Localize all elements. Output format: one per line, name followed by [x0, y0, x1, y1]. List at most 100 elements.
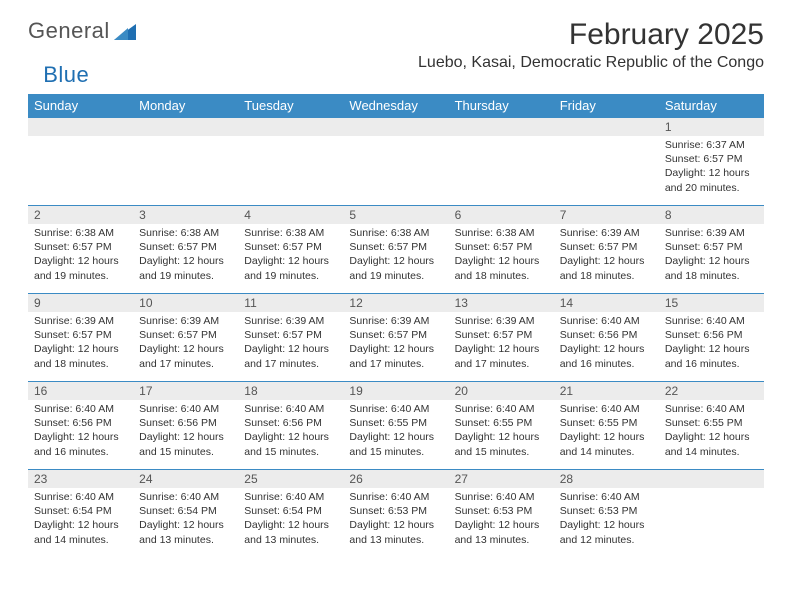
calendar-cell: [133, 118, 238, 206]
day-number: 27: [449, 470, 554, 488]
calendar-cell: 7Sunrise: 6:39 AMSunset: 6:57 PMDaylight…: [554, 206, 659, 294]
calendar-cell: 20Sunrise: 6:40 AMSunset: 6:55 PMDayligh…: [449, 382, 554, 470]
calendar-cell: 22Sunrise: 6:40 AMSunset: 6:55 PMDayligh…: [659, 382, 764, 470]
day-body: Sunrise: 6:40 AMSunset: 6:53 PMDaylight:…: [554, 488, 659, 551]
sunset-text: Sunset: 6:57 PM: [560, 240, 653, 254]
sunrise-text: Sunrise: 6:40 AM: [34, 402, 127, 416]
calendar-cell: 24Sunrise: 6:40 AMSunset: 6:54 PMDayligh…: [133, 470, 238, 558]
daylight-text: Daylight: 12 hours and 20 minutes.: [665, 166, 758, 194]
calendar-cell: 18Sunrise: 6:40 AMSunset: 6:56 PMDayligh…: [238, 382, 343, 470]
day-number: 11: [238, 294, 343, 312]
daylight-text: Daylight: 12 hours and 13 minutes.: [139, 518, 232, 546]
sunrise-text: Sunrise: 6:39 AM: [455, 314, 548, 328]
daylight-text: Daylight: 12 hours and 17 minutes.: [244, 342, 337, 370]
calendar-cell: 19Sunrise: 6:40 AMSunset: 6:55 PMDayligh…: [343, 382, 448, 470]
brand-part2: Blue: [43, 62, 89, 88]
weekday-header: Wednesday: [343, 94, 448, 118]
sunset-text: Sunset: 6:53 PM: [455, 504, 548, 518]
calendar-cell: [238, 118, 343, 206]
sunset-text: Sunset: 6:57 PM: [139, 328, 232, 342]
day-body: Sunrise: 6:40 AMSunset: 6:54 PMDaylight:…: [238, 488, 343, 551]
day-body: Sunrise: 6:40 AMSunset: 6:55 PMDaylight:…: [659, 400, 764, 463]
daylight-text: Daylight: 12 hours and 12 minutes.: [560, 518, 653, 546]
day-number-empty: [343, 118, 448, 136]
day-number: 12: [343, 294, 448, 312]
calendar-cell: 2Sunrise: 6:38 AMSunset: 6:57 PMDaylight…: [28, 206, 133, 294]
daylight-text: Daylight: 12 hours and 19 minutes.: [139, 254, 232, 282]
brand-part1: General: [28, 18, 110, 44]
day-number: 25: [238, 470, 343, 488]
day-number-empty: [449, 118, 554, 136]
calendar-cell: [449, 118, 554, 206]
daylight-text: Daylight: 12 hours and 13 minutes.: [455, 518, 548, 546]
day-body: Sunrise: 6:40 AMSunset: 6:53 PMDaylight:…: [343, 488, 448, 551]
daylight-text: Daylight: 12 hours and 15 minutes.: [455, 430, 548, 458]
daylight-text: Daylight: 12 hours and 14 minutes.: [34, 518, 127, 546]
sunrise-text: Sunrise: 6:39 AM: [665, 226, 758, 240]
sunset-text: Sunset: 6:57 PM: [34, 240, 127, 254]
sunrise-text: Sunrise: 6:40 AM: [665, 402, 758, 416]
day-number: 10: [133, 294, 238, 312]
weekday-header: Tuesday: [238, 94, 343, 118]
sunrise-text: Sunrise: 6:39 AM: [349, 314, 442, 328]
sunrise-text: Sunrise: 6:38 AM: [349, 226, 442, 240]
calendar-cell: 15Sunrise: 6:40 AMSunset: 6:56 PMDayligh…: [659, 294, 764, 382]
sunrise-text: Sunrise: 6:37 AM: [665, 138, 758, 152]
calendar-cell: 28Sunrise: 6:40 AMSunset: 6:53 PMDayligh…: [554, 470, 659, 558]
day-number-empty: [238, 118, 343, 136]
day-number: 7: [554, 206, 659, 224]
sunrise-text: Sunrise: 6:40 AM: [139, 402, 232, 416]
daylight-text: Daylight: 12 hours and 19 minutes.: [34, 254, 127, 282]
day-number: 21: [554, 382, 659, 400]
weekday-header: Saturday: [659, 94, 764, 118]
day-body: Sunrise: 6:38 AMSunset: 6:57 PMDaylight:…: [133, 224, 238, 287]
day-body: Sunrise: 6:39 AMSunset: 6:57 PMDaylight:…: [343, 312, 448, 375]
calendar-cell: 3Sunrise: 6:38 AMSunset: 6:57 PMDaylight…: [133, 206, 238, 294]
sunset-text: Sunset: 6:54 PM: [139, 504, 232, 518]
brand-logo: General: [28, 18, 136, 44]
daylight-text: Daylight: 12 hours and 19 minutes.: [349, 254, 442, 282]
weekday-header: Thursday: [449, 94, 554, 118]
sunset-text: Sunset: 6:57 PM: [455, 240, 548, 254]
weekday-row: SundayMondayTuesdayWednesdayThursdayFrid…: [28, 94, 764, 118]
sunrise-text: Sunrise: 6:40 AM: [34, 490, 127, 504]
daylight-text: Daylight: 12 hours and 17 minutes.: [139, 342, 232, 370]
calendar-week-row: 2Sunrise: 6:38 AMSunset: 6:57 PMDaylight…: [28, 206, 764, 294]
sunrise-text: Sunrise: 6:40 AM: [455, 402, 548, 416]
day-number: 20: [449, 382, 554, 400]
daylight-text: Daylight: 12 hours and 13 minutes.: [244, 518, 337, 546]
day-number-empty: [659, 470, 764, 488]
daylight-text: Daylight: 12 hours and 16 minutes.: [560, 342, 653, 370]
calendar-cell: 14Sunrise: 6:40 AMSunset: 6:56 PMDayligh…: [554, 294, 659, 382]
day-body: Sunrise: 6:39 AMSunset: 6:57 PMDaylight:…: [554, 224, 659, 287]
sunrise-text: Sunrise: 6:39 AM: [244, 314, 337, 328]
title-block: February 2025 Luebo, Kasai, Democratic R…: [418, 18, 764, 80]
sunset-text: Sunset: 6:55 PM: [349, 416, 442, 430]
day-body: Sunrise: 6:40 AMSunset: 6:56 PMDaylight:…: [238, 400, 343, 463]
calendar-cell: 12Sunrise: 6:39 AMSunset: 6:57 PMDayligh…: [343, 294, 448, 382]
day-number-empty: [133, 118, 238, 136]
day-body: Sunrise: 6:38 AMSunset: 6:57 PMDaylight:…: [238, 224, 343, 287]
daylight-text: Daylight: 12 hours and 16 minutes.: [34, 430, 127, 458]
calendar-week-row: 1Sunrise: 6:37 AMSunset: 6:57 PMDaylight…: [28, 118, 764, 206]
day-number: 9: [28, 294, 133, 312]
sunset-text: Sunset: 6:56 PM: [665, 328, 758, 342]
day-number: 24: [133, 470, 238, 488]
calendar-cell: 4Sunrise: 6:38 AMSunset: 6:57 PMDaylight…: [238, 206, 343, 294]
calendar-body: 1Sunrise: 6:37 AMSunset: 6:57 PMDaylight…: [28, 118, 764, 558]
location-subtitle: Luebo, Kasai, Democratic Republic of the…: [418, 54, 764, 72]
day-number-empty: [28, 118, 133, 136]
sunset-text: Sunset: 6:56 PM: [139, 416, 232, 430]
calendar-cell: [28, 118, 133, 206]
daylight-text: Daylight: 12 hours and 18 minutes.: [455, 254, 548, 282]
day-number: 2: [28, 206, 133, 224]
day-number: 19: [343, 382, 448, 400]
sunrise-text: Sunrise: 6:39 AM: [560, 226, 653, 240]
daylight-text: Daylight: 12 hours and 14 minutes.: [665, 430, 758, 458]
calendar-cell: 8Sunrise: 6:39 AMSunset: 6:57 PMDaylight…: [659, 206, 764, 294]
day-body: Sunrise: 6:39 AMSunset: 6:57 PMDaylight:…: [449, 312, 554, 375]
month-title: February 2025: [418, 18, 764, 52]
day-number: 22: [659, 382, 764, 400]
daylight-text: Daylight: 12 hours and 19 minutes.: [244, 254, 337, 282]
day-body: Sunrise: 6:40 AMSunset: 6:53 PMDaylight:…: [449, 488, 554, 551]
